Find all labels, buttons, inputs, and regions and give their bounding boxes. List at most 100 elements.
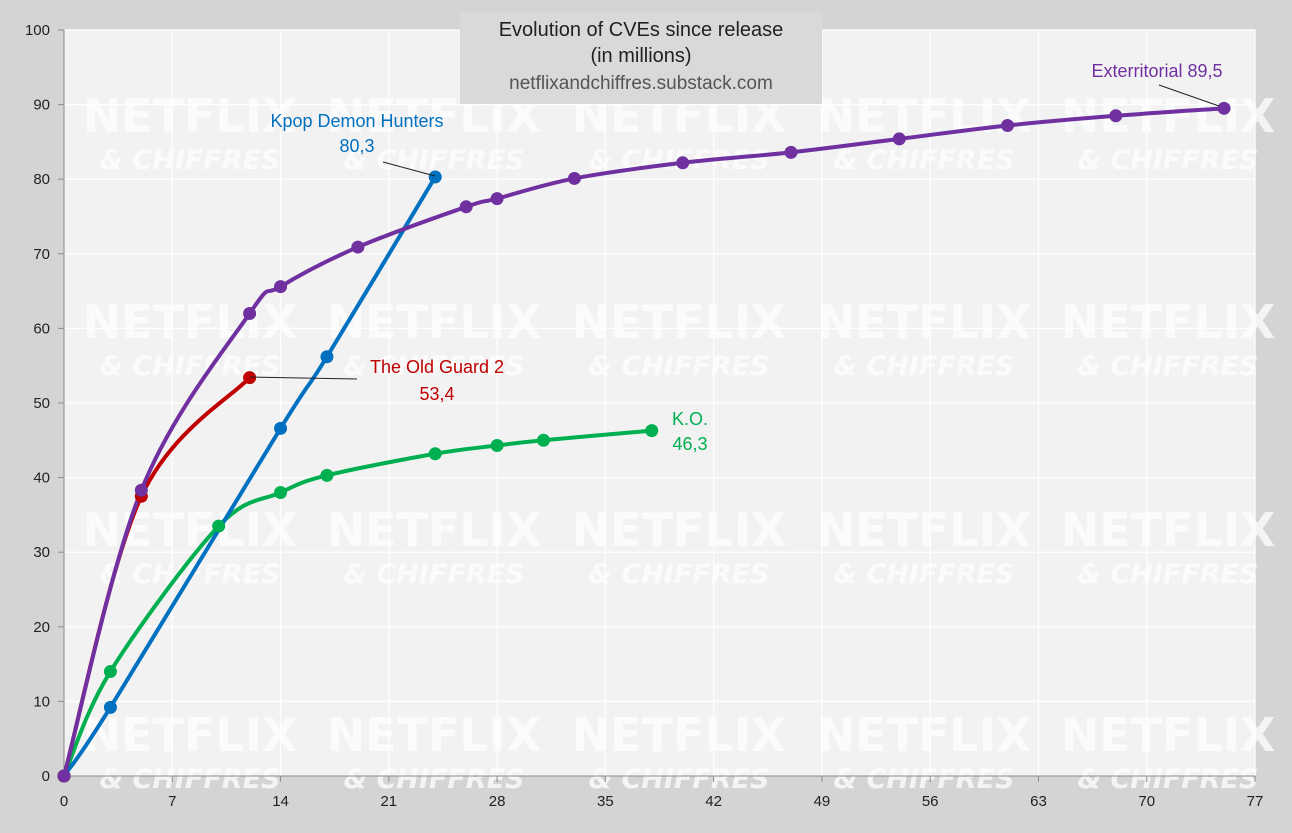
watermark-netflix: NETFLIX: [327, 708, 542, 762]
series-layer: [57, 101, 1231, 783]
watermark-netflix: NETFLIX: [83, 503, 298, 557]
x-tick-label: 63: [1030, 793, 1047, 810]
watermark-netflix: NETFLIX: [817, 503, 1032, 557]
annotation-label-the-old-guard-2: 53,4: [419, 384, 454, 404]
data-point-k-o: [103, 665, 117, 679]
chart-subtitle: (in millions): [590, 45, 691, 67]
annotation-leader-exterritorial: [1158, 84, 1220, 107]
y-tick-label: 10: [33, 693, 50, 710]
annotation-leader-kpop-demon-hunters: [382, 161, 436, 177]
y-tick-label: 50: [33, 395, 50, 412]
series-line-exterritorial: [62, 106, 1227, 778]
x-tick-label: 28: [489, 793, 506, 810]
data-point-kpop-demon-hunters: [274, 421, 288, 435]
watermark-chiffres: & CHIFFRES: [834, 351, 1015, 382]
title-box: Evolution of CVEs since release (in mill…: [460, 12, 822, 104]
axes: 0 7 14 21 28 35 42 49 56 63 70 77 0 10 20 30 40 50 60 70 80 9…: [25, 22, 1263, 810]
x-tick-label: 14: [272, 793, 289, 810]
watermark-netflix: NETFLIX: [1061, 503, 1276, 557]
x-tick-label: 56: [922, 793, 939, 810]
data-point-k-o: [428, 447, 442, 461]
watermark-netflix: NETFLIX: [1061, 295, 1276, 349]
data-point-k-o: [645, 424, 659, 438]
data-point-kpop-demon-hunters: [320, 350, 334, 364]
data-point-k-o: [320, 468, 334, 482]
watermark-netflix: NETFLIX: [817, 708, 1032, 762]
grid-lines: [64, 29, 1256, 776]
data-point-exterritorial: [567, 171, 581, 185]
data-point-the-old-guard-2: [243, 371, 257, 385]
annotation-label-kpop-demon-hunters: Kpop Demon Hunters: [270, 111, 443, 131]
annotation-label-exterritorial: Exterritorial 89,5: [1091, 61, 1222, 81]
y-tick-label: 70: [33, 246, 50, 263]
data-point-kpop-demon-hunters: [103, 700, 117, 714]
data-point-exterritorial: [351, 240, 365, 254]
watermark-chiffres: & CHIFFRES: [344, 764, 525, 795]
watermark-chiffres: & CHIFFRES: [100, 764, 281, 795]
annotations: K.O. 46,3 Kpop Demon Hunters 80,3 The Old Gu…: [249, 61, 1223, 454]
x-tick-label: 35: [597, 793, 614, 810]
x-tick-label: 49: [814, 793, 831, 810]
watermark-chiffres: & CHIFFRES: [589, 559, 770, 590]
annotation-leader-the-old-guard-2: [249, 376, 358, 380]
data-point-exterritorial: [274, 280, 288, 294]
data-point-exterritorial: [243, 306, 257, 320]
chart-source: netflixandchiffres.substack.com: [509, 73, 773, 94]
data-point-k-o: [536, 433, 550, 447]
watermark-netflix: NETFLIX: [83, 708, 298, 762]
watermark-chiffres: & CHIFFRES: [589, 764, 770, 795]
data-point-exterritorial: [57, 769, 71, 783]
watermark-chiffres: & CHIFFRES: [589, 351, 770, 382]
y-tick-label: 0: [42, 768, 50, 785]
data-point-exterritorial: [459, 200, 473, 214]
data-point-k-o: [274, 486, 288, 500]
annotation-label-kpop-demon-hunters: 80,3: [339, 136, 374, 156]
data-point-exterritorial: [784, 145, 798, 159]
watermark-netflix: NETFLIX: [83, 89, 298, 143]
y-tick-label: 20: [33, 619, 50, 636]
watermark-chiffres: & CHIFFRES: [344, 351, 525, 382]
x-tick-label: 0: [60, 793, 68, 810]
x-tick-label: 77: [1247, 793, 1264, 810]
data-point-exterritorial: [134, 483, 148, 497]
watermark-chiffres: & CHIFFRES: [834, 145, 1015, 176]
y-tick-label: 40: [33, 470, 50, 487]
data-point-exterritorial: [1001, 118, 1015, 132]
watermark-netflix: NETFLIX: [572, 503, 787, 557]
watermark-netflix: NETFLIX: [327, 295, 542, 349]
watermark-chiffres: & CHIFFRES: [834, 559, 1015, 590]
watermark-netflix: NETFLIX: [817, 295, 1032, 349]
y-tick-label: 30: [33, 544, 50, 561]
watermark-chiffres: & CHIFFRES: [100, 145, 281, 176]
watermark-netflix: NETFLIX: [1061, 708, 1276, 762]
data-point-exterritorial: [1217, 101, 1231, 115]
watermark-chiffres: & CHIFFRES: [834, 764, 1015, 795]
watermark-chiffres: & CHIFFRES: [1078, 559, 1259, 590]
annotation-label-k-o: 46,3: [672, 434, 707, 454]
data-point-k-o: [212, 519, 226, 533]
y-tick-label: 100: [25, 22, 50, 39]
y-tick-label: 80: [33, 171, 50, 188]
data-point-k-o: [490, 439, 504, 453]
x-tick-label: 7: [168, 793, 176, 810]
series-line-k-o: [62, 428, 654, 778]
x-tick-label: 42: [705, 793, 722, 810]
watermark-netflix: NETFLIX: [327, 503, 542, 557]
data-point-exterritorial: [892, 132, 906, 146]
chart-title: Evolution of CVEs since release: [499, 19, 784, 41]
data-point-exterritorial: [1109, 109, 1123, 123]
x-tick-label: 70: [1138, 793, 1155, 810]
watermark-netflix: NETFLIX: [572, 708, 787, 762]
title-box-background: [460, 12, 822, 104]
y-tick-label: 90: [33, 97, 50, 114]
data-point-exterritorial: [676, 156, 690, 170]
annotation-label-the-old-guard-2: The Old Guard 2: [370, 357, 504, 377]
y-tick-label: 60: [33, 320, 50, 337]
data-point-exterritorial: [490, 192, 504, 206]
watermark-chiffres: & CHIFFRES: [1078, 351, 1259, 382]
x-tick-label: 21: [380, 793, 397, 810]
watermark-netflix: NETFLIX: [572, 295, 787, 349]
